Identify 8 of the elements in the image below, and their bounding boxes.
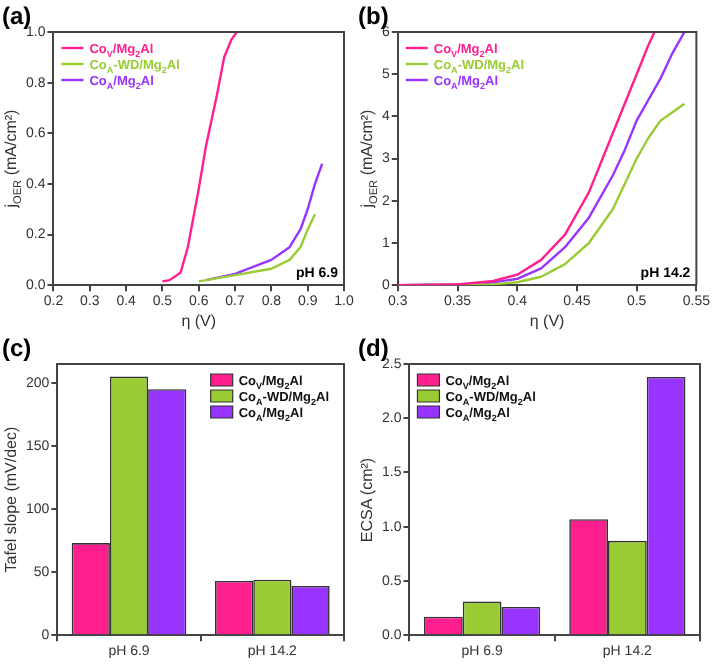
chart-title: (a) bbox=[2, 2, 32, 30]
x-axis-title: η (V) bbox=[181, 312, 217, 330]
y-axis-title: ECSA (cm²) bbox=[358, 457, 376, 543]
chart-title: (c) bbox=[2, 334, 32, 362]
x-axis-title: η (V) bbox=[529, 312, 566, 330]
y-axis-title: Tafel slope (mV/dec) bbox=[2, 426, 20, 573]
chart-title: (b) bbox=[358, 2, 389, 30]
chart-title: (d) bbox=[358, 334, 389, 362]
